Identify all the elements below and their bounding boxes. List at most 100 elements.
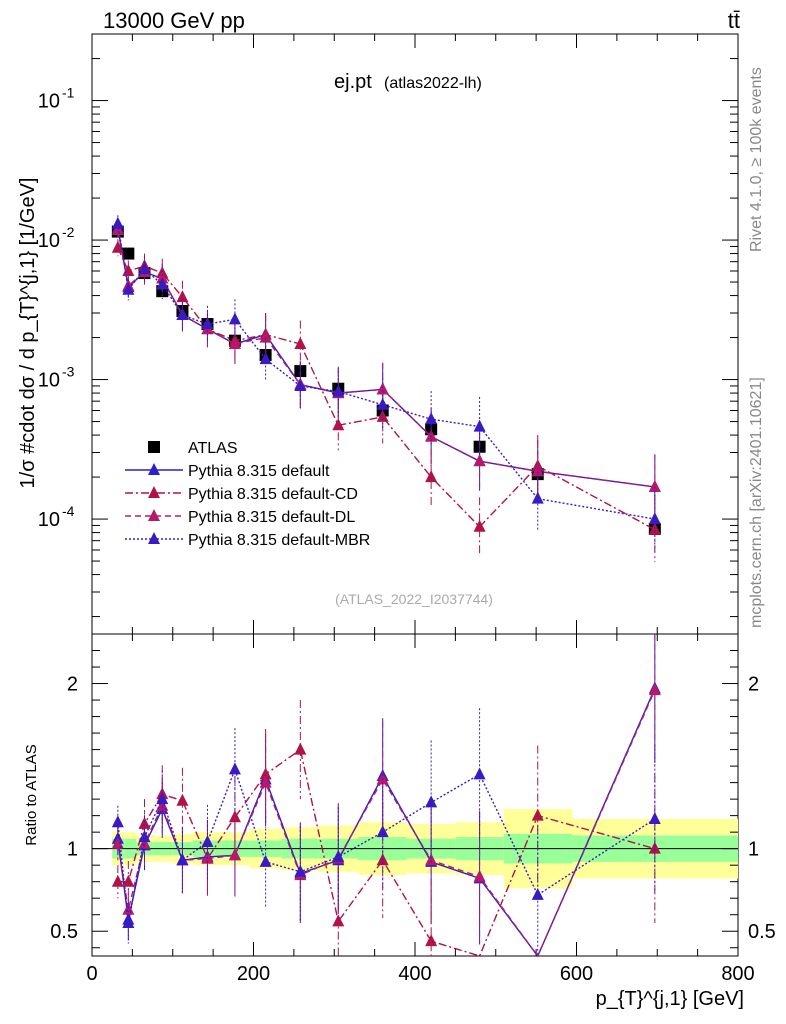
atlas-point <box>122 247 135 260</box>
legend-marker <box>148 509 160 521</box>
series-point <box>332 418 345 431</box>
analysis-id: (ATLAS_2022_I2037744) <box>335 591 493 607</box>
series-point <box>376 397 389 410</box>
ratio-point <box>332 914 345 927</box>
series-point <box>332 384 345 397</box>
ratio-point <box>294 864 307 877</box>
series-point <box>294 336 307 349</box>
rivet-version-label: Rivet 4.1.0, ≥ 100k events <box>748 67 765 252</box>
plot-title: ej.pt <box>334 71 372 93</box>
ratio-series <box>111 634 661 958</box>
legend-label: ATLAS <box>188 440 238 457</box>
ratio-point <box>425 853 438 866</box>
process-label: tt̄ <box>728 8 740 33</box>
ratio-series-3 <box>111 708 661 956</box>
series-point <box>473 519 486 532</box>
ratio-tick-label-right: 0.5 <box>748 921 776 943</box>
series-point <box>176 308 189 321</box>
series-point <box>111 216 124 229</box>
series-point <box>111 240 124 253</box>
x-tick-label: 800 <box>721 963 754 985</box>
series-point <box>156 277 169 290</box>
ratio-point <box>259 767 272 780</box>
ratio-point <box>122 902 135 915</box>
x-tick-label: 200 <box>237 963 270 985</box>
ratio-tick-label-right: 1 <box>748 839 759 861</box>
energy-label: 13000 GeV pp <box>103 8 245 33</box>
ratio-point <box>531 808 544 821</box>
ratio-point <box>648 841 661 854</box>
ratio-point <box>473 767 486 780</box>
y-tick-label: 10 <box>38 370 60 392</box>
ratio-point <box>138 836 151 849</box>
ratio-axis-label: Ratio to ATLAS <box>23 744 40 845</box>
series-point <box>138 262 151 275</box>
ratio-point <box>259 775 272 788</box>
series-point <box>648 512 661 525</box>
series-line <box>117 223 655 520</box>
ratio-point <box>201 835 214 848</box>
series-point <box>294 378 307 391</box>
legend-label: Pythia 8.315 default-MBR <box>188 532 370 549</box>
ratio-point <box>332 849 345 862</box>
y-tick-exponent: -1 <box>62 85 75 101</box>
series-point <box>648 479 661 492</box>
ratio-point <box>531 887 544 900</box>
series-point <box>176 290 189 303</box>
legend-marker <box>148 463 160 475</box>
series-point <box>122 282 135 295</box>
series-point <box>376 382 389 395</box>
ratio-point <box>111 874 124 887</box>
legend: ATLAS Pythia 8.315 default Pythia 8.315 de… <box>125 440 370 549</box>
series-point <box>531 491 544 504</box>
y-tick-exponent: -3 <box>62 364 75 380</box>
ratio-point <box>156 792 169 805</box>
ratio-series-2 <box>111 634 661 958</box>
ratio-series-0 <box>111 634 661 958</box>
series-point <box>425 412 438 425</box>
x-tick-label: 400 <box>398 963 431 985</box>
legend-label: Pythia 8.315 default-CD <box>188 486 358 503</box>
ratio-point <box>376 772 389 785</box>
ratio-line <box>117 689 656 958</box>
series-point <box>201 317 214 330</box>
legend-label: Pythia 8.315 default <box>188 463 330 480</box>
ratio-point <box>111 836 124 849</box>
ratio-point <box>648 811 661 824</box>
ratio-point <box>259 854 272 867</box>
ratio-point <box>228 762 241 775</box>
ratio-frame <box>91 633 739 957</box>
series-point <box>259 352 272 365</box>
y-axis-label: 1/σ #cdot dσ / d p_{T}^{j,1} [1/GeV] <box>17 178 39 489</box>
ratio-point <box>473 869 486 882</box>
ratio-point <box>425 795 438 808</box>
series-4 <box>111 215 661 552</box>
legend-label: Pythia 8.315 default-DL <box>188 509 355 526</box>
x-tick-label: 0 <box>86 963 97 985</box>
series-point <box>156 271 169 284</box>
ratio-point <box>138 830 151 843</box>
series-point <box>425 470 438 483</box>
y-tick-exponent: -2 <box>62 224 75 240</box>
mcplots-label: mcplots.cern.ch [arXiv:2401.10621] <box>748 377 765 628</box>
series-point <box>259 330 272 343</box>
legend-marker <box>148 532 160 544</box>
x-axis-label: p_{T}^{j,1} [GeV] <box>596 988 744 1010</box>
series-point <box>648 522 661 535</box>
y-tick-label: 10 <box>38 91 60 113</box>
plot-subtitle: (atlas2022-lh) <box>384 75 482 92</box>
ratio-point <box>176 853 189 866</box>
series-point <box>228 336 241 349</box>
series-point <box>228 312 241 325</box>
series-point <box>531 464 544 477</box>
ratio-point <box>122 915 135 928</box>
ratio-tick-label: 1 <box>67 839 78 861</box>
series-point <box>473 419 486 432</box>
main-series <box>111 215 661 563</box>
x-tick-label: 600 <box>560 963 593 985</box>
legend-marker <box>148 486 160 498</box>
ratio-point <box>294 742 307 755</box>
ratio-point <box>425 934 438 947</box>
ratio-point <box>376 825 389 838</box>
